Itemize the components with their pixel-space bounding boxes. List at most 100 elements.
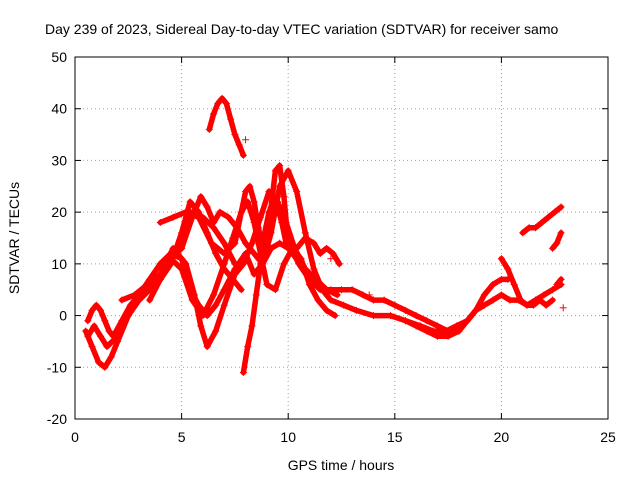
data-point-arc-6: [453, 322, 461, 330]
data-point-arc-7: [271, 167, 279, 175]
data-point-arc-8: [214, 100, 222, 108]
data-point-arc-1: [101, 363, 109, 371]
data-point-arc-11: [433, 332, 441, 340]
data-point-arc-2: [97, 332, 105, 340]
data-point-arc-3: [105, 327, 113, 335]
data-point-arc-2: [210, 218, 218, 226]
data-point-arc-7: [250, 198, 258, 206]
data-point-arc-2: [225, 213, 233, 221]
data-point-arc-6: [327, 296, 335, 304]
data-point-arc-7: [295, 260, 303, 268]
data-point-arc-13: [557, 203, 565, 211]
x-tick-label: 15: [387, 429, 403, 445]
y-tick-label: 20: [51, 204, 67, 220]
data-point-arc-6: [293, 187, 301, 195]
data-point-arc-13: [538, 218, 546, 226]
data-point-arc-11: [480, 291, 488, 299]
data-point-arc-7: [316, 286, 324, 294]
data-point-arc-14: [549, 244, 557, 252]
data-point-arc-8: [210, 110, 218, 118]
y-tick-label: 50: [51, 49, 67, 65]
data-point-arc-9: [261, 229, 269, 237]
data-point-arc-2: [203, 203, 211, 211]
data-point-arc-8: [227, 115, 235, 123]
data-point-arc-3: [88, 306, 96, 314]
data-point-arc-9: [265, 208, 273, 216]
data-point-arc-7: [246, 182, 254, 190]
x-tick-label: 20: [494, 429, 510, 445]
data-point-arc-3: [118, 317, 126, 325]
scatter-point: [327, 255, 335, 263]
data-point-arc-5: [331, 312, 339, 320]
data-point-arc-7: [423, 317, 431, 325]
data-point-arc-11: [455, 327, 463, 335]
data-point-arc-6: [156, 260, 164, 268]
data-point-arc-1: [107, 353, 115, 361]
data-point-arc-6: [340, 301, 348, 309]
data-point-arc-8: [222, 100, 230, 108]
chart-title: Day 239 of 2023, Sidereal Day-to-day VTE…: [45, 21, 558, 37]
data-point-arc-7: [231, 239, 239, 247]
data-point-arc-2: [90, 322, 98, 330]
data-point-arc-7: [220, 250, 228, 258]
series-line-arc-15: [554, 276, 564, 288]
data-point-arc-7: [254, 224, 262, 232]
data-point-arc-6: [310, 265, 318, 273]
data-point-arc-9: [239, 368, 247, 376]
data-point-arc-10: [301, 234, 309, 242]
data-point-arc-12: [517, 296, 525, 304]
data-point-arc-7: [207, 239, 215, 247]
data-point-arc-6: [167, 250, 175, 258]
data-point-arc-3: [109, 332, 117, 340]
data-point-arc-12: [523, 301, 531, 309]
data-point-arc-4: [333, 291, 341, 299]
data-point-arc-7: [237, 208, 245, 216]
data-point-arc-5: [220, 260, 228, 268]
data-point-arc-6: [220, 286, 228, 294]
data-point-arc-4: [118, 296, 126, 304]
data-point-arc-9: [274, 203, 282, 211]
data-point-arc-7: [276, 162, 284, 170]
scatter-point: [365, 291, 373, 299]
data-point-arc-6: [489, 296, 497, 304]
data-point-arc-6: [242, 250, 250, 258]
data-layer: [82, 94, 567, 376]
data-point-arc-13: [519, 229, 527, 237]
data-point-arc-5: [323, 306, 331, 314]
data-point-arc-5: [263, 281, 271, 289]
data-point-arc-3: [84, 317, 92, 325]
y-tick-label: -20: [47, 411, 67, 427]
data-point-arc-7: [242, 187, 250, 195]
data-point-arc-6: [212, 301, 220, 309]
data-point-arc-9: [282, 239, 290, 247]
data-point-arc-7: [433, 322, 441, 330]
data-point-arc-2: [84, 332, 92, 340]
data-point-arc-15: [557, 275, 565, 283]
data-point-arc-6: [352, 306, 360, 314]
data-point-arc-11: [463, 317, 471, 325]
data-point-arc-3: [101, 317, 109, 325]
data-point-arc-5: [210, 291, 218, 299]
data-point-arc-10: [310, 239, 318, 247]
y-tick-label: 0: [59, 308, 67, 324]
data-point-arc-6: [195, 301, 203, 309]
data-point-arc-1: [88, 343, 96, 351]
data-point-arc-12: [510, 281, 518, 289]
data-point-arc-7: [327, 286, 335, 294]
data-point-arc-7: [401, 306, 409, 314]
data-point-arc-9: [278, 218, 286, 226]
data-point-arc-11: [472, 306, 480, 314]
data-point-arc-10: [316, 250, 324, 258]
data-point-arc-5: [314, 296, 322, 304]
data-point-arc-8: [235, 141, 243, 149]
data-point-arc-13: [525, 224, 533, 232]
data-point-arc-10: [335, 260, 343, 268]
data-point-arc-8: [218, 94, 226, 102]
data-point-arc-6: [506, 296, 514, 304]
data-point-arc-11: [489, 281, 497, 289]
data-point-arc-7: [169, 213, 177, 221]
y-tick-label: -10: [47, 359, 67, 375]
data-point-arc-3: [186, 198, 194, 206]
data-point-arc-2: [197, 193, 205, 201]
data-point-arc-2: [276, 239, 284, 247]
